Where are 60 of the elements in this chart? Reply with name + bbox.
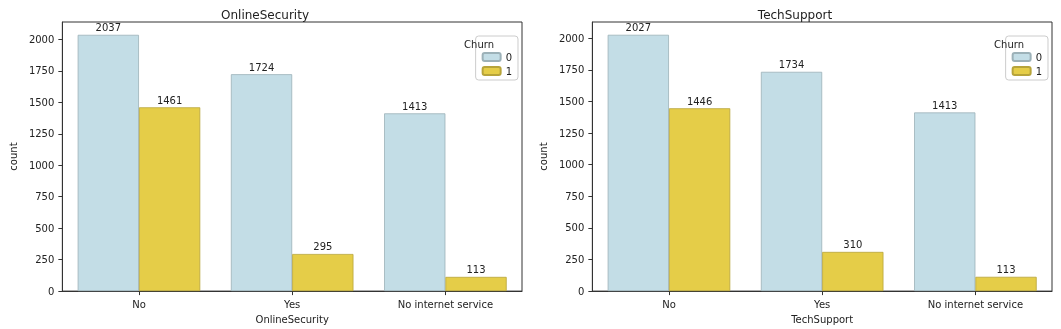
legend-title: Churn — [994, 38, 1025, 50]
chart-title: OnlineSecurity — [221, 8, 309, 22]
x-tick-label: Yes — [283, 298, 301, 310]
y-tick-label: 1750 — [558, 64, 585, 76]
y-tick-label: 500 — [565, 222, 585, 234]
x-axis-title: OnlineSecurity — [255, 313, 329, 325]
data-label: 295 — [313, 241, 333, 253]
y-tick-label: 1000 — [28, 159, 55, 171]
bar — [230, 74, 293, 292]
data-label: 1724 — [248, 61, 275, 73]
legend-label: 0 — [1035, 51, 1043, 63]
y-tick-label: 250 — [565, 253, 585, 265]
bar — [975, 276, 1037, 292]
y-axis-title: count — [7, 142, 19, 171]
legend-label: 0 — [505, 51, 513, 63]
chart-title: TechSupport — [756, 8, 833, 22]
y-tick-label: 1500 — [28, 96, 55, 108]
y-tick-label: 1250 — [28, 128, 55, 140]
x-tick-label: No internet service — [397, 298, 494, 310]
bar — [914, 112, 976, 292]
x-tick-label: No — [132, 298, 146, 310]
data-label: 1413 — [932, 99, 958, 111]
bar — [760, 71, 823, 292]
data-label: 1461 — [156, 94, 183, 106]
bar — [445, 276, 507, 292]
y-tick-label: 1000 — [558, 159, 585, 171]
y-tick-label: 250 — [35, 254, 55, 266]
bar — [607, 34, 669, 292]
data-label: 113 — [466, 264, 486, 276]
y-tick-label: 1250 — [558, 127, 585, 139]
data-label: 1413 — [402, 100, 428, 112]
x-tick-label: No internet service — [927, 298, 1024, 310]
y-tick-label: 1750 — [28, 65, 55, 77]
data-label: 1734 — [778, 59, 805, 71]
y-tick-label: 2000 — [558, 32, 585, 44]
data-label: 310 — [843, 239, 863, 251]
bar — [822, 251, 884, 292]
legend-title: Churn — [464, 38, 495, 50]
y-tick-label: 0 — [47, 285, 55, 297]
y-tick-label: 750 — [35, 191, 55, 203]
y-axis-title: count — [537, 142, 549, 171]
bar — [138, 107, 201, 292]
y-tick-label: 500 — [35, 222, 55, 234]
bar — [292, 253, 354, 292]
data-label: 2037 — [95, 22, 122, 34]
x-axis-title: TechSupport — [790, 313, 854, 325]
x-tick-label: Yes — [813, 298, 831, 310]
y-tick-label: 1500 — [558, 95, 585, 107]
data-label: 2027 — [625, 22, 652, 34]
bar — [384, 113, 446, 292]
y-tick-label: 750 — [565, 190, 585, 202]
bar — [668, 108, 731, 292]
bar — [77, 34, 139, 292]
y-tick-label: 2000 — [28, 33, 55, 45]
x-tick-label: No — [662, 298, 676, 310]
data-label: 1446 — [686, 95, 713, 107]
data-label: 113 — [996, 264, 1016, 276]
legend-label: 1 — [505, 65, 513, 77]
legend-label: 1 — [1035, 65, 1043, 77]
y-tick-label: 0 — [577, 285, 585, 297]
